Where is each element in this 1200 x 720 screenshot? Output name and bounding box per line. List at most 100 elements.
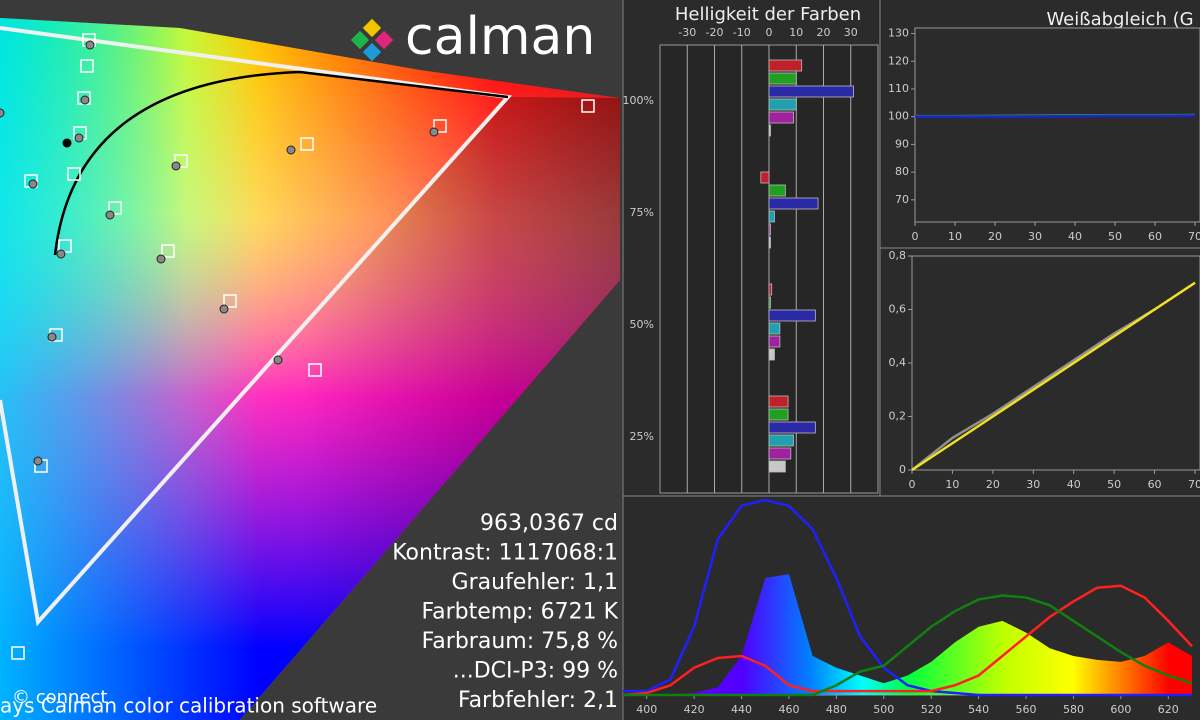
stat-line: Graufehler: 1,1 <box>452 570 618 595</box>
line-chart: Weißabgleich (G 0 10 20 30 40 50 60 70 70 80 90 100 1… <box>888 9 1200 243</box>
bar <box>768 283 773 296</box>
x-tick-label: 460 <box>778 703 799 716</box>
bar <box>768 111 794 124</box>
target-marker <box>108 201 122 215</box>
bar <box>768 434 794 447</box>
software-note: ays Calman color calibration software <box>0 694 377 718</box>
category-label: 50% <box>630 318 654 331</box>
measured-marker <box>80 95 90 105</box>
bar <box>768 309 816 322</box>
bar <box>768 335 781 348</box>
measured-marker <box>219 304 229 314</box>
x-tick-label: 500 <box>873 703 894 716</box>
target-marker <box>11 646 25 660</box>
x-tick-label: 20 <box>817 26 831 39</box>
logo: calman <box>350 7 595 67</box>
bar <box>760 171 770 184</box>
x-tick-label: 30 <box>844 26 858 39</box>
bar <box>768 184 786 197</box>
gamut-triangle <box>0 26 513 627</box>
y-tick-label: 130 <box>888 27 909 40</box>
x-tick-label: 540 <box>968 703 989 716</box>
cie-diagram <box>0 0 622 720</box>
spectrum-area <box>623 574 1192 695</box>
measured-marker <box>74 133 84 143</box>
measured-marker <box>56 249 66 259</box>
bar <box>768 236 771 249</box>
target-marker <box>161 244 175 258</box>
white-point <box>62 138 72 148</box>
stat-line: Farbfehler: 2,1 <box>458 688 618 713</box>
y-tick-label: 0,6 <box>889 303 907 316</box>
x-tick-label: 30 <box>1028 230 1042 243</box>
category-label: 100% <box>623 94 654 107</box>
measured-marker <box>105 210 115 220</box>
chart-title: Helligkeit der Farben <box>675 4 861 25</box>
stat-line: Kontrast: 1117068:1 <box>392 541 618 566</box>
category-label: 75% <box>630 206 654 219</box>
x-tick-label: 0 <box>912 230 919 243</box>
y-tick-label: 0,4 <box>889 356 907 369</box>
x-tick-label: 580 <box>1063 703 1084 716</box>
logo-text: calman <box>405 7 595 67</box>
x-tick-label: 10 <box>948 230 962 243</box>
plot-area <box>914 27 1200 223</box>
target-marker <box>433 119 447 133</box>
target-marker <box>308 363 322 377</box>
category-label: 25% <box>630 430 654 443</box>
planck-curve <box>53 70 509 256</box>
series-line <box>623 594 1193 697</box>
markers <box>0 33 595 660</box>
x-tick-label: 30 <box>1026 478 1040 491</box>
x-tick-label: 480 <box>826 703 847 716</box>
x-tick-label: 70 <box>1188 478 1200 491</box>
x-tick-label: 20 <box>988 230 1002 243</box>
x-tick-label: 40 <box>1068 230 1082 243</box>
x-tick-label: 440 <box>731 703 752 716</box>
bar <box>768 421 816 434</box>
bar <box>768 296 771 309</box>
measured-marker <box>273 355 283 365</box>
target-marker <box>300 137 314 151</box>
target-marker <box>174 154 188 168</box>
target-marker <box>80 59 94 73</box>
bar <box>768 124 771 137</box>
y-tick-label: 0 <box>899 463 906 476</box>
measured-marker <box>47 332 57 342</box>
bar <box>768 210 775 223</box>
x-tick-label: 0 <box>909 478 916 491</box>
y-tick-label: 70 <box>895 193 909 206</box>
x-tick-label: 10 <box>945 478 959 491</box>
x-tick-label: 60 <box>1148 230 1162 243</box>
target-marker <box>581 99 595 113</box>
x-tick-label: 620 <box>1158 703 1179 716</box>
stats: 963,0367 cd Kontrast: 1117068:1 Graufehler… <box>392 511 618 713</box>
bar <box>768 72 797 85</box>
x-tick-label: 400 <box>636 703 657 716</box>
series-line <box>915 114 1196 118</box>
x-tick-label: 0 <box>766 26 773 39</box>
x-tick-label: 10 <box>789 26 803 39</box>
measured-marker <box>0 108 5 118</box>
x-tick-label: 70 <box>1188 230 1200 243</box>
y-tick-label: 110 <box>888 82 909 95</box>
y-tick-label: 100 <box>888 110 909 123</box>
measured-marker <box>429 127 439 137</box>
y-tick-label: 0,8 <box>889 249 907 262</box>
bar <box>768 395 789 408</box>
x-tick-label: 60 <box>1148 478 1162 491</box>
bar <box>768 348 775 361</box>
series-line <box>623 498 1192 697</box>
target-marker <box>223 294 237 308</box>
line-chart: 0 10 20 30 40 50 60 70 0 0,2 0,4 0,6 0,8 <box>889 249 1200 491</box>
measured-marker <box>171 161 181 171</box>
bar <box>768 98 797 111</box>
series-line <box>911 281 1196 472</box>
brightness-chart: Helligkeit der Farben-30 -20 -10 0 10 20 30 100… <box>623 4 879 494</box>
measured-marker <box>85 40 95 50</box>
bar <box>768 85 854 98</box>
bar <box>768 197 819 210</box>
x-tick-label: 560 <box>1016 703 1037 716</box>
x-tick-label: 20 <box>986 478 1000 491</box>
